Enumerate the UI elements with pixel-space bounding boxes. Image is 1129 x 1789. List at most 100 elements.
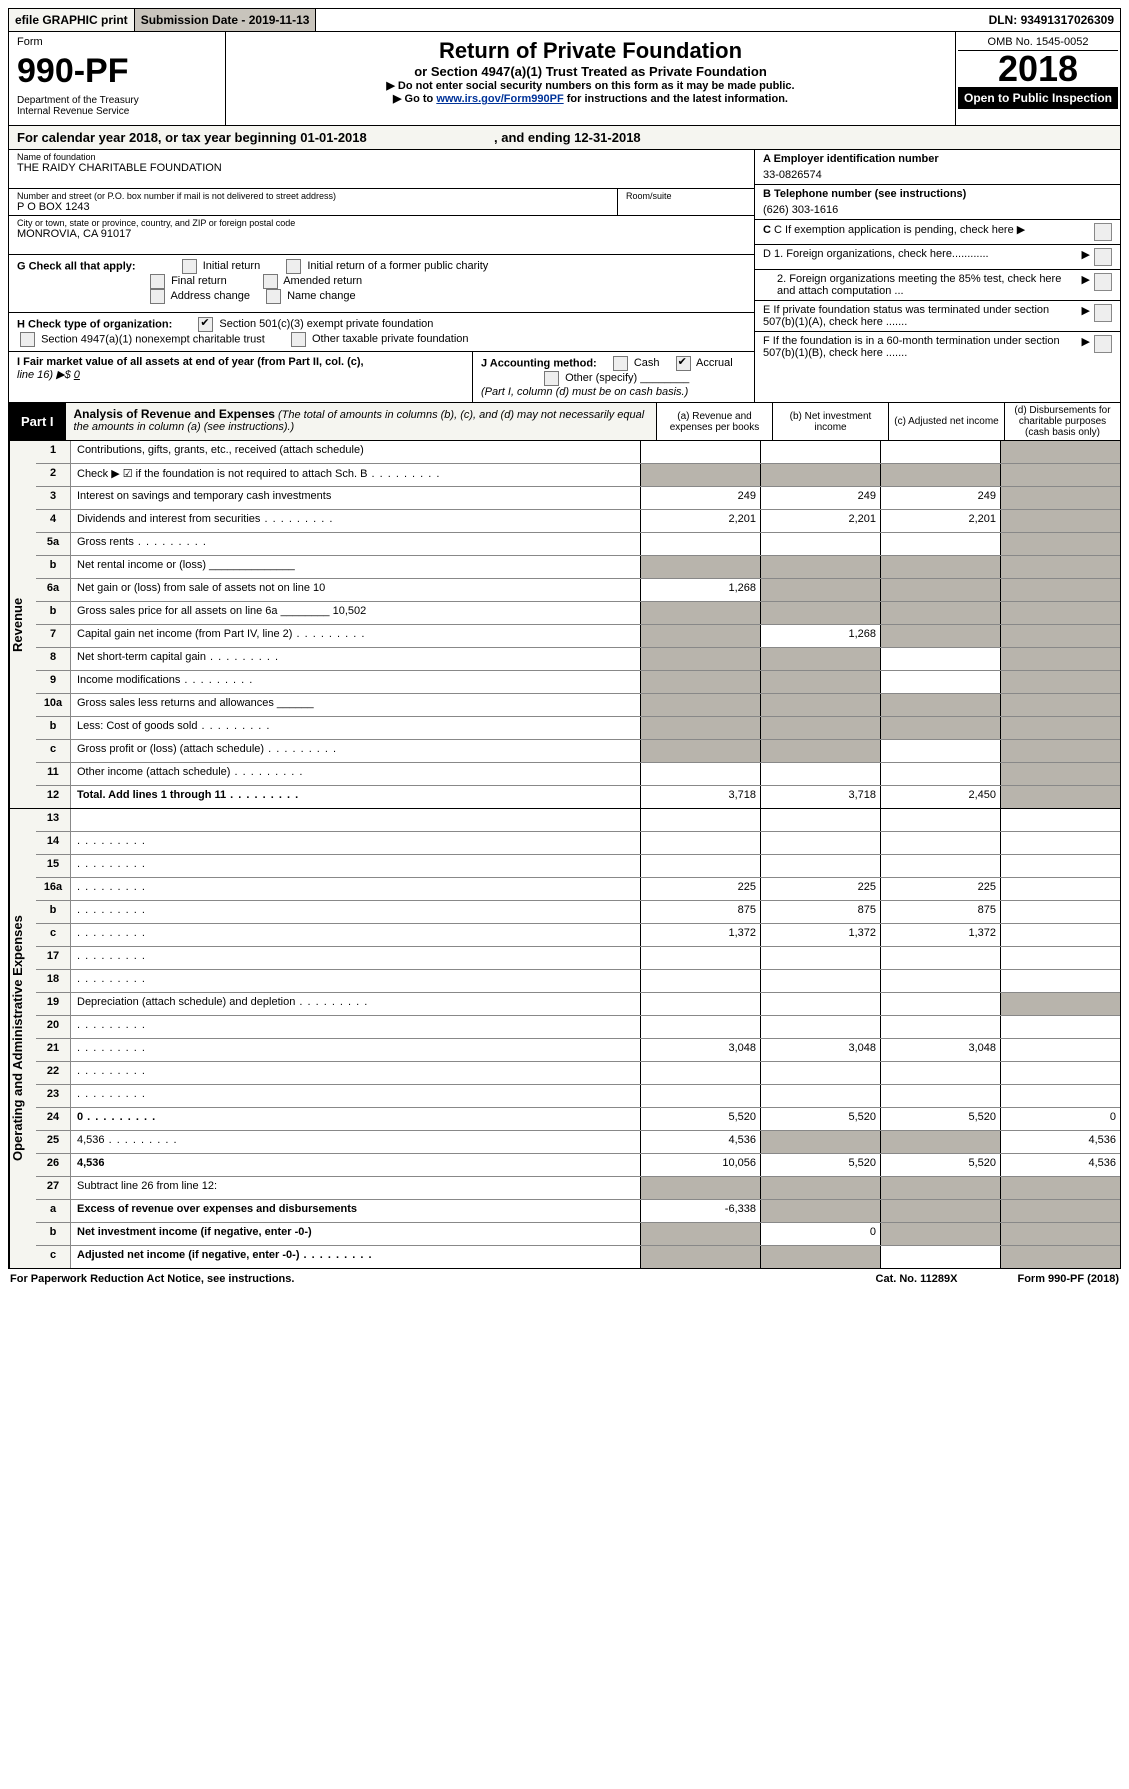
cell-b: 1,372 [760, 924, 880, 946]
d2-label: 2. Foreign organizations meeting the 85%… [763, 273, 1082, 297]
a-label: A Employer identification number [763, 153, 939, 165]
line-desc: 0 [71, 1108, 640, 1130]
cell-c [880, 1200, 1000, 1222]
cell-b: 3,718 [760, 786, 880, 808]
info-grid: Name of foundation THE RAIDY CHARITABLE … [8, 150, 1121, 403]
col-a: (a) Revenue and expenses per books [656, 403, 772, 440]
footer: For Paperwork Reduction Act Notice, see … [8, 1269, 1121, 1289]
cell-b [760, 1016, 880, 1038]
cell-a [640, 671, 760, 693]
efile-label: efile GRAPHIC print [9, 9, 135, 31]
cell-b [760, 1246, 880, 1268]
f-label: F If the foundation is in a 60-month ter… [763, 335, 1082, 359]
cell-a [640, 1085, 760, 1107]
table-row: 3Interest on savings and temporary cash … [36, 487, 1120, 510]
cell-a: 875 [640, 901, 760, 923]
room-label: Room/suite [626, 191, 746, 201]
c-label: C C If exemption application is pending,… [763, 223, 1090, 241]
chk-final[interactable] [150, 274, 165, 289]
line-number: 17 [36, 947, 71, 969]
table-row: 19Depreciation (attach schedule) and dep… [36, 993, 1120, 1016]
cell-b [760, 832, 880, 854]
line-desc [71, 947, 640, 969]
cell-a [640, 533, 760, 555]
cell-d [1000, 533, 1120, 555]
cell-d [1000, 1223, 1120, 1245]
table-row: 23 [36, 1085, 1120, 1108]
cell-c: 249 [880, 487, 1000, 509]
cell-d [1000, 1016, 1120, 1038]
irs-link[interactable]: www.irs.gov/Form990PF [436, 93, 563, 105]
chk-d2[interactable] [1094, 273, 1112, 291]
cell-c: 2,450 [880, 786, 1000, 808]
line-desc: Total. Add lines 1 through 11 [71, 786, 640, 808]
instruction-1: ▶ Do not enter social security numbers o… [232, 79, 949, 92]
chk-other-tax[interactable] [291, 332, 306, 347]
line-number: c [36, 740, 71, 762]
cell-d [1000, 947, 1120, 969]
line-number: 9 [36, 671, 71, 693]
chk-f[interactable] [1094, 335, 1112, 353]
col-b: (b) Net investment income [772, 403, 888, 440]
line-desc: Capital gain net income (from Part IV, l… [71, 625, 640, 647]
table-row: bNet investment income (if negative, ent… [36, 1223, 1120, 1246]
cell-a [640, 441, 760, 463]
cell-b [760, 441, 880, 463]
submission-date: Submission Date - 2019-11-13 [135, 9, 317, 31]
chk-501c3[interactable] [198, 317, 213, 332]
cell-a: 3,718 [640, 786, 760, 808]
table-row: 264,53610,0565,5205,5204,536 [36, 1154, 1120, 1177]
form-label: Form [17, 36, 217, 48]
cell-b [760, 533, 880, 555]
line-number: 11 [36, 763, 71, 785]
cell-c [880, 832, 1000, 854]
line-desc: Depreciation (attach schedule) and deple… [71, 993, 640, 1015]
chk-accrual[interactable] [676, 356, 691, 371]
line-desc: Other income (attach schedule) [71, 763, 640, 785]
cell-d [1000, 1200, 1120, 1222]
cell-d [1000, 901, 1120, 923]
chk-4947[interactable] [20, 332, 35, 347]
line-number: c [36, 1246, 71, 1268]
line-number: b [36, 901, 71, 923]
cell-b: 2,201 [760, 510, 880, 532]
line-desc: Net short-term capital gain [71, 648, 640, 670]
cell-b [760, 1200, 880, 1222]
table-row: 1Contributions, gifts, grants, etc., rec… [36, 441, 1120, 464]
line-desc [71, 924, 640, 946]
chk-other-method[interactable] [544, 371, 559, 386]
chk-initial-former[interactable] [286, 259, 301, 274]
chk-e[interactable] [1094, 304, 1112, 322]
cell-d [1000, 671, 1120, 693]
cell-d [1000, 993, 1120, 1015]
cell-c [880, 740, 1000, 762]
table-row: 11Other income (attach schedule) [36, 763, 1120, 786]
chk-amended[interactable] [263, 274, 278, 289]
line-number: 1 [36, 441, 71, 463]
chk-initial[interactable] [182, 259, 197, 274]
table-row: aExcess of revenue over expenses and dis… [36, 1200, 1120, 1223]
cell-b: 249 [760, 487, 880, 509]
chk-d1[interactable] [1094, 248, 1112, 266]
chk-addr-change[interactable] [150, 289, 165, 304]
cell-c [880, 1016, 1000, 1038]
chk-cash[interactable] [613, 356, 628, 371]
footer-left: For Paperwork Reduction Act Notice, see … [10, 1273, 294, 1285]
chk-name-change[interactable] [266, 289, 281, 304]
cell-a [640, 556, 760, 578]
cell-a [640, 947, 760, 969]
cell-a: 1,268 [640, 579, 760, 601]
table-row: bLess: Cost of goods sold [36, 717, 1120, 740]
part1-tag: Part I [9, 403, 66, 440]
table-row: 2Check ▶ ☑ if the foundation is not requ… [36, 464, 1120, 487]
chk-c[interactable] [1094, 223, 1112, 241]
line-number: 4 [36, 510, 71, 532]
cell-c: 2,201 [880, 510, 1000, 532]
cell-b: 3,048 [760, 1039, 880, 1061]
cell-d [1000, 510, 1120, 532]
line-number: b [36, 1223, 71, 1245]
form-number: 990-PF [17, 52, 217, 91]
dept-2: Internal Revenue Service [17, 106, 217, 117]
table-row: 254,5364,5364,536 [36, 1131, 1120, 1154]
table-row: 27Subtract line 26 from line 12: [36, 1177, 1120, 1200]
